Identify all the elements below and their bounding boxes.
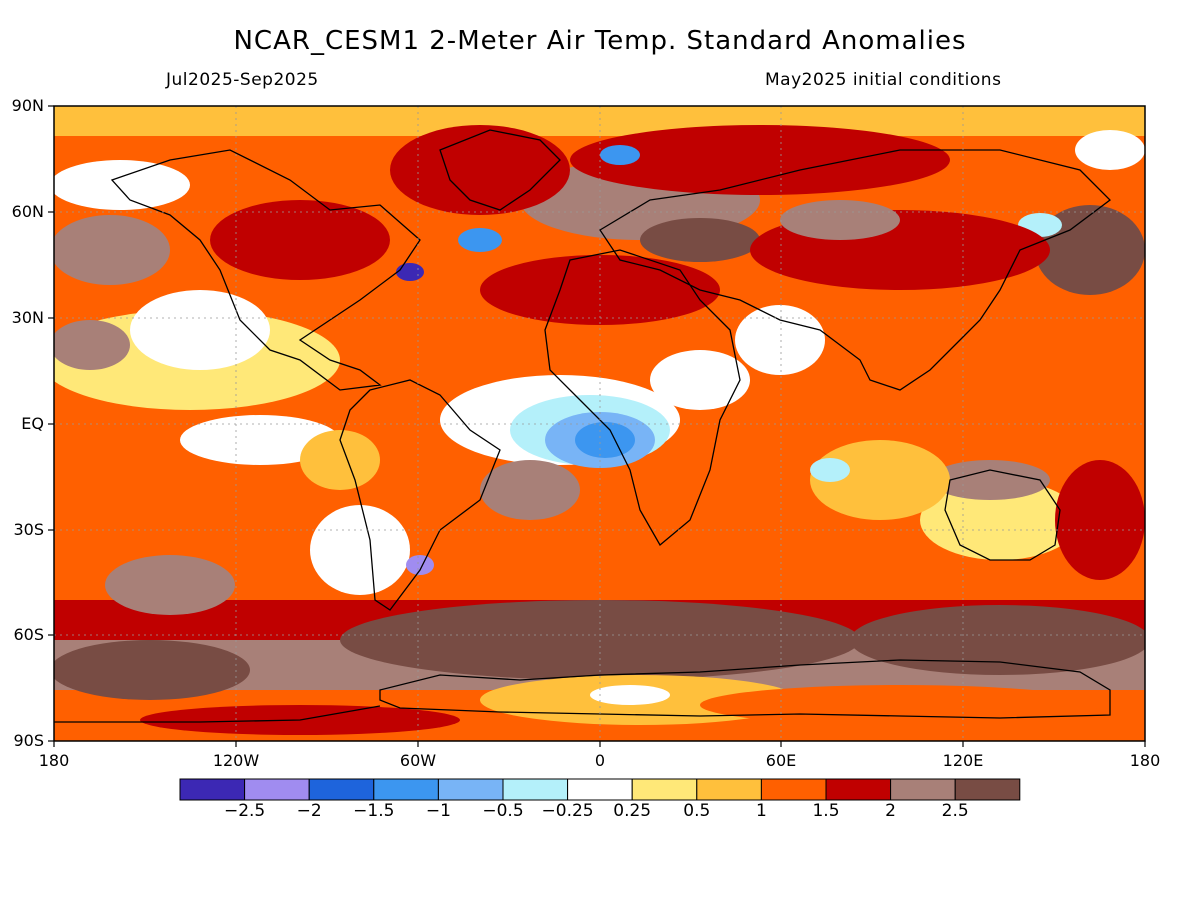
colorbar-swatch <box>760 778 827 801</box>
colorbar-swatch <box>502 778 569 801</box>
lon-label-60w: 60W <box>399 751 437 770</box>
colorbar-tick-label: −1 <box>425 801 451 821</box>
axis-ticks <box>48 105 1146 747</box>
colorbar-swatch <box>437 778 504 801</box>
colorbar-swatch <box>954 778 1021 801</box>
lon-label-120e: 120E <box>942 751 984 770</box>
lat-label-90s: 90S <box>13 731 44 750</box>
coastlines <box>54 129 1111 723</box>
lat-label-60s: 60S <box>13 625 44 644</box>
colorbar-tick-label: 0.5 <box>683 801 711 821</box>
lat-label-eq: EQ <box>21 414 44 433</box>
colorbar-swatch <box>373 778 439 801</box>
colorbar-tick-label: 2 <box>885 801 896 821</box>
lon-label-0: 0 <box>594 751 606 770</box>
colorbar-swatch <box>244 778 310 801</box>
colorbar-swatch <box>631 778 698 801</box>
colorbar-tick-label: 2.5 <box>941 801 969 821</box>
graticule <box>54 106 1145 741</box>
colorbar-swatch <box>825 778 892 801</box>
chart-title: NCAR_CESM1 2-Meter Air Temp. Standard An… <box>233 26 967 56</box>
colorbar-swatch <box>890 778 956 801</box>
lon-label-180e: 180 <box>1129 751 1161 770</box>
colorbar <box>179 778 1021 801</box>
forecast-period: Jul2025-Sep2025 <box>166 70 319 90</box>
lat-label-30s: 30S <box>13 520 44 539</box>
lat-label-60n: 60N <box>11 202 44 221</box>
colorbar-tick-label: −1.5 <box>353 801 395 821</box>
colorbar-swatch <box>567 778 633 801</box>
colorbar-tick-label: −0.25 <box>541 801 594 821</box>
colorbar-tick-label: 1 <box>755 801 767 821</box>
colorbar-swatch <box>179 778 246 801</box>
colorbar-tick-label: 1.5 <box>812 801 840 821</box>
lon-label-60e: 60E <box>765 751 797 770</box>
lon-label-180w: 180 <box>38 751 70 770</box>
colorbar-tick-label: 0.25 <box>613 801 652 821</box>
lon-label-120w: 120W <box>212 751 260 770</box>
colorbar-tick-label: −2 <box>296 801 322 821</box>
lat-label-30n: 30N <box>11 308 44 327</box>
anomaly-field <box>54 106 1145 741</box>
initial-conditions: May2025 initial conditions <box>765 70 1002 90</box>
colorbar-swatch <box>308 778 375 801</box>
lat-label-90n: 90N <box>11 96 44 115</box>
colorbar-tick-label: −2.5 <box>223 801 266 821</box>
colorbar-tick-label: −0.5 <box>482 801 524 821</box>
colorbar-swatch <box>696 778 762 801</box>
